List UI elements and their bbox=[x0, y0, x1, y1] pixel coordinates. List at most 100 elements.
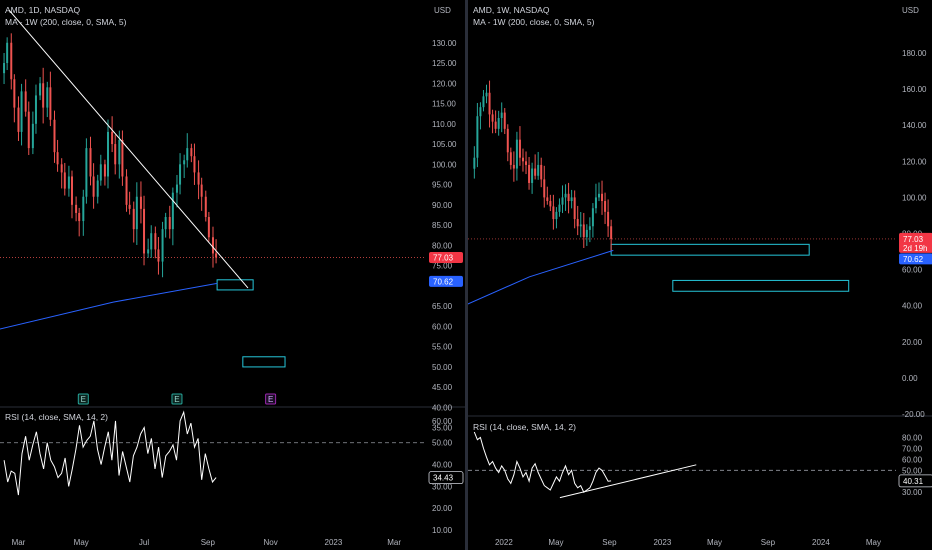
candle-body bbox=[497, 118, 500, 129]
candle-body bbox=[67, 176, 70, 189]
price-axis-tick: 120.00 bbox=[902, 157, 927, 166]
candle-body bbox=[143, 208, 146, 254]
right-currency-label: USD bbox=[902, 6, 919, 15]
candle-body bbox=[540, 164, 543, 180]
earnings-marker bbox=[265, 393, 277, 405]
candle-body bbox=[46, 87, 49, 108]
price-axis-tick: 160.00 bbox=[902, 85, 927, 94]
rsi-axis-tick: 60.00 bbox=[432, 417, 453, 426]
candle-body bbox=[479, 107, 482, 117]
candle-body bbox=[543, 179, 546, 198]
support-zone-box bbox=[672, 279, 850, 292]
price-axis-tick: 180.00 bbox=[902, 49, 927, 58]
candle-body bbox=[78, 212, 81, 222]
candle-body bbox=[34, 95, 37, 124]
candle-body bbox=[147, 249, 150, 254]
candle-body bbox=[13, 79, 16, 108]
candle-body bbox=[121, 140, 124, 177]
candle-body bbox=[31, 123, 34, 149]
candle-body bbox=[171, 192, 174, 230]
candle-body bbox=[179, 164, 182, 185]
candle-body bbox=[17, 107, 20, 132]
price-badge-bg bbox=[429, 252, 463, 264]
ma-badge-bg bbox=[429, 275, 463, 287]
support-zone-box bbox=[242, 356, 286, 368]
panel-divider[interactable] bbox=[465, 0, 468, 550]
candle-body bbox=[549, 201, 552, 207]
rsi-axis-tick: 50.00 bbox=[432, 439, 453, 448]
candle-body bbox=[85, 148, 88, 197]
rsi-badge-bg bbox=[428, 471, 464, 485]
candle-body bbox=[485, 92, 488, 97]
rsi-axis-tick: 10.00 bbox=[432, 526, 453, 535]
candle-body bbox=[49, 87, 52, 120]
candle-body bbox=[476, 116, 479, 158]
candle-body bbox=[82, 196, 85, 222]
time-axis-tick: 2022 bbox=[495, 538, 513, 547]
right-rsi-label: RSI (14, close, SMA, 14, 2) bbox=[473, 422, 576, 432]
candle-body bbox=[494, 121, 497, 129]
ma-line bbox=[0, 282, 218, 330]
candle-body bbox=[509, 152, 512, 165]
candle-body bbox=[564, 193, 567, 198]
candle-body bbox=[215, 253, 218, 258]
price-badge-bg bbox=[899, 232, 932, 253]
candle-body bbox=[500, 112, 503, 119]
candle-body bbox=[27, 111, 30, 149]
price-axis-tick: 65.00 bbox=[432, 302, 453, 311]
candle-body bbox=[482, 96, 485, 108]
time-axis-tick: Jul bbox=[139, 538, 149, 547]
price-axis-tick: 105.00 bbox=[432, 140, 457, 149]
candle-body bbox=[512, 164, 515, 169]
left-currency-label: USD bbox=[434, 6, 451, 15]
candle-body bbox=[204, 196, 207, 217]
candle-body bbox=[597, 193, 600, 198]
candle-body bbox=[75, 204, 78, 213]
candle-body bbox=[528, 164, 531, 183]
earnings-marker-label: E bbox=[81, 395, 86, 404]
candle-body bbox=[24, 91, 27, 112]
right-chart-svg[interactable]: AMD, 1W, NASDAQ MA - 1W (200, close, 0, … bbox=[468, 0, 932, 550]
candle-body bbox=[515, 139, 518, 169]
candle-body bbox=[53, 119, 56, 153]
candle-body bbox=[183, 160, 186, 165]
price-axis-tick: 75.00 bbox=[432, 262, 453, 271]
price-axis-tick: 40.00 bbox=[432, 403, 453, 412]
price-axis-tick: 95.00 bbox=[432, 181, 453, 190]
candle-body bbox=[558, 204, 561, 212]
candle-body bbox=[175, 184, 178, 193]
candle-body bbox=[576, 219, 579, 227]
candle-body bbox=[157, 249, 160, 262]
price-axis-tick: 120.00 bbox=[432, 79, 457, 88]
candle-body bbox=[607, 211, 610, 227]
candle-body bbox=[20, 91, 23, 132]
candle-body bbox=[107, 131, 110, 177]
time-axis-tick: Nov bbox=[264, 538, 278, 547]
rsi-axis-tick: 30.00 bbox=[902, 488, 923, 497]
candle-body bbox=[10, 42, 13, 80]
candle-body bbox=[525, 161, 528, 165]
candle-body bbox=[96, 180, 99, 197]
price-axis-tick: 45.00 bbox=[432, 383, 453, 392]
candle-body bbox=[573, 197, 576, 220]
price-axis-tick: 0.00 bbox=[902, 374, 918, 383]
rsi-line bbox=[473, 431, 612, 493]
price-axis-tick: 85.00 bbox=[432, 221, 453, 230]
left-chart-svg[interactable]: AMD, 1D, NASDAQ MA - 1W (200, close, 0, … bbox=[0, 0, 465, 550]
candle-body bbox=[139, 196, 142, 209]
time-axis-tick: Mar bbox=[12, 538, 26, 547]
rsi-axis-tick: 20.00 bbox=[432, 504, 453, 513]
left-ma-label: MA - 1W (200, close, 0, SMA, 5) bbox=[5, 17, 127, 27]
price-axis-tick: 60.00 bbox=[902, 266, 923, 275]
price-axis-tick: 100.00 bbox=[432, 160, 457, 169]
price-axis-tick: 35.00 bbox=[432, 424, 453, 433]
candle-body bbox=[63, 172, 66, 189]
time-axis-tick: 2024 bbox=[812, 538, 830, 547]
candle-body bbox=[42, 83, 45, 108]
candle-body bbox=[161, 229, 164, 262]
candle-body bbox=[588, 226, 591, 230]
candle-body bbox=[125, 176, 128, 205]
time-axis-tick: 2023 bbox=[653, 538, 671, 547]
time-axis-tick: Mar bbox=[387, 538, 401, 547]
